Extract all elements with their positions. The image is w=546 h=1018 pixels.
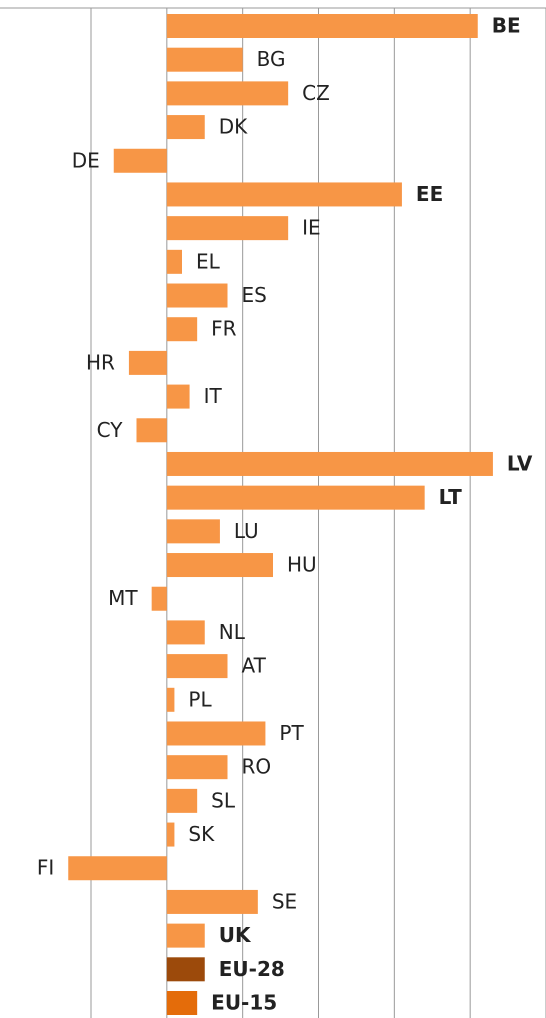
bar — [166, 216, 289, 241]
category-label: DE — [72, 148, 100, 172]
category-label: IE — [302, 216, 321, 240]
bar — [166, 47, 243, 72]
bar — [166, 889, 258, 914]
bar — [166, 115, 205, 140]
bar — [166, 14, 478, 38]
bar — [166, 923, 205, 948]
bar — [128, 350, 167, 375]
bar — [166, 485, 425, 510]
bar — [166, 182, 402, 207]
bar — [166, 384, 190, 409]
category-label: LV — [507, 451, 533, 475]
bar — [166, 283, 228, 308]
category-label: ES — [242, 283, 267, 307]
bar — [113, 148, 167, 173]
category-label: BG — [257, 47, 286, 71]
category-label: SE — [272, 889, 297, 913]
category-label: SK — [188, 822, 215, 846]
bar — [166, 822, 175, 847]
bar — [166, 991, 198, 1015]
category-label: RO — [242, 755, 272, 779]
category-label: UK — [219, 923, 252, 947]
category-label: DK — [219, 115, 248, 139]
category-label: MT — [108, 586, 138, 610]
category-label: IT — [204, 384, 223, 408]
category-label: PT — [279, 721, 304, 745]
category-label: EU-28 — [219, 957, 285, 981]
category-label: EL — [196, 249, 221, 273]
category-label: EE — [416, 182, 443, 206]
bar — [166, 81, 289, 106]
category-label: BE — [492, 14, 521, 38]
bar — [166, 957, 205, 982]
bar — [166, 654, 228, 679]
bar — [166, 451, 493, 476]
category-label: LU — [234, 519, 259, 543]
category-label: HR — [86, 350, 115, 374]
bar — [166, 721, 266, 746]
category-label: CY — [97, 418, 124, 442]
bar — [166, 553, 273, 578]
bar — [166, 519, 220, 544]
category-label: NL — [219, 620, 246, 644]
category-label: FR — [211, 317, 237, 341]
category-label: AT — [242, 654, 267, 678]
category-label: PL — [188, 687, 212, 711]
category-label: FI — [37, 856, 54, 880]
bar — [136, 418, 167, 443]
category-label: SL — [211, 788, 236, 812]
bar — [166, 687, 175, 712]
category-label: EU-15 — [211, 991, 277, 1015]
bar — [166, 788, 198, 813]
category-label: HU — [287, 553, 317, 577]
category-label: CZ — [302, 81, 330, 105]
bar — [151, 586, 167, 611]
bar — [68, 856, 167, 881]
bar — [166, 317, 198, 342]
bar — [166, 620, 205, 645]
category-label: LT — [439, 485, 462, 509]
bar — [166, 755, 228, 780]
bar — [166, 249, 182, 274]
